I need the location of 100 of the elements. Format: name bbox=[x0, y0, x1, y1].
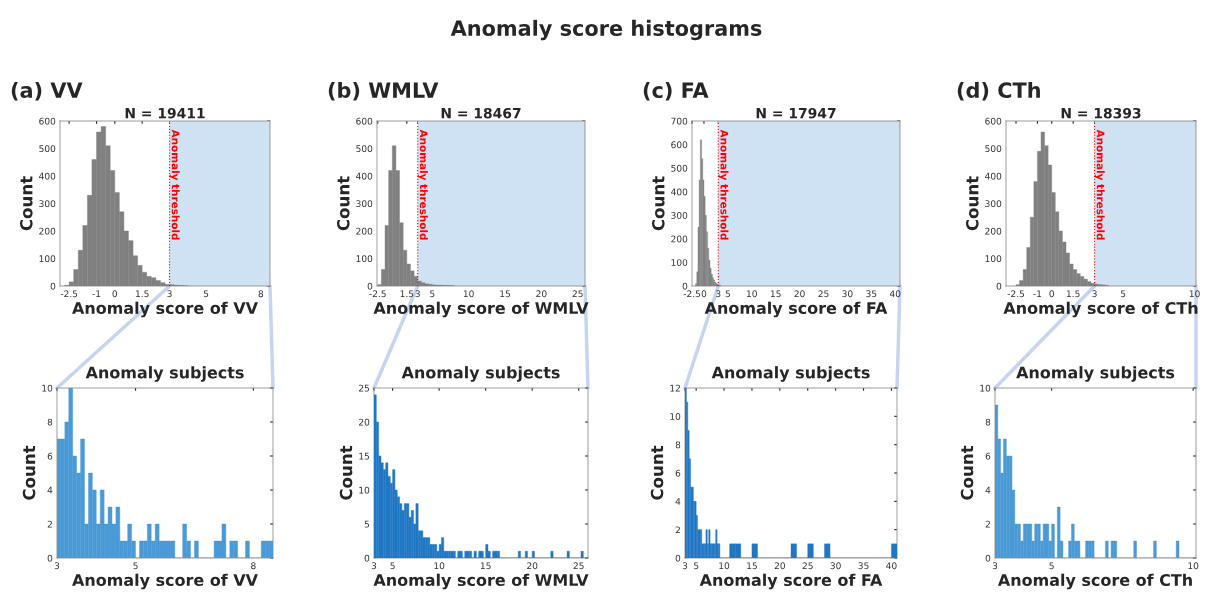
x-axis-title: Anomaly score of FA bbox=[699, 573, 883, 590]
chart-title: (d) CTh bbox=[957, 81, 1040, 101]
y-tick-label: 8 bbox=[675, 441, 681, 449]
y-tick-label: 500 bbox=[985, 145, 1002, 153]
y-tick-label: 600 bbox=[671, 141, 688, 149]
x-tick-label: 15 bbox=[770, 290, 781, 298]
y-tick-label: 700 bbox=[671, 117, 688, 125]
chart-title: Anomaly subjects bbox=[1016, 366, 1175, 382]
x-tick-label: 5 bbox=[430, 290, 435, 298]
y-tick-label: 0 bbox=[47, 554, 53, 562]
x-tick-label: 25 bbox=[572, 290, 583, 298]
y-tick-label: 6 bbox=[675, 469, 681, 477]
y-tick-label: 6 bbox=[47, 452, 53, 460]
y-tick-label: 600 bbox=[985, 117, 1002, 125]
y-tick-label: 300 bbox=[671, 212, 688, 219]
x-tick-label: 25 bbox=[802, 562, 813, 570]
y-tick-label: 2 bbox=[47, 520, 52, 528]
text: Anomaly score histograms bbox=[450, 19, 762, 41]
x-tick-label: 15 bbox=[747, 562, 757, 570]
chart-subtitle: N = 18467 bbox=[441, 107, 521, 119]
y-tick-label: 0 bbox=[682, 282, 688, 290]
x-tick-label: 10 bbox=[463, 290, 474, 298]
chart-title: Anomaly subjects bbox=[85, 366, 244, 382]
x-tick-label: 35 bbox=[858, 562, 869, 570]
chart-subtitle: N = 19411 bbox=[125, 107, 205, 119]
x-tick-label: -1 bbox=[1033, 290, 1042, 298]
y-tick-label: 0 bbox=[367, 282, 373, 290]
x-tick-label: 3 bbox=[1092, 290, 1097, 298]
x-tick-label: 20 bbox=[774, 562, 785, 570]
x-tick-label: 25 bbox=[818, 290, 829, 298]
x-axis-title: Anomaly score of FA bbox=[704, 301, 888, 318]
y-tick-label: 10 bbox=[670, 413, 681, 420]
x-tick-label: 30 bbox=[830, 562, 841, 570]
x-tick-label: -2.5 bbox=[60, 290, 78, 298]
y-tick-label: 600 bbox=[39, 117, 56, 125]
y-tick-label: 4 bbox=[675, 498, 681, 505]
x-tick-label: 0 bbox=[701, 290, 707, 298]
y-tick-label: 8 bbox=[47, 418, 53, 426]
y-axis-title: Count bbox=[19, 176, 33, 231]
y-tick-label: 100 bbox=[985, 255, 1002, 263]
x-tick-label: 3 bbox=[716, 290, 721, 298]
y-axis-title: Count bbox=[339, 445, 353, 500]
x-tick-label: 5 bbox=[693, 562, 699, 570]
y-tick-label: 200 bbox=[671, 235, 688, 243]
x-tick-label: 15 bbox=[480, 562, 491, 570]
ref-line-label: Anomaly threshold bbox=[417, 129, 428, 240]
y-tick-label: 300 bbox=[39, 200, 56, 208]
y-tick-label: 0 bbox=[675, 554, 681, 562]
y-tick-label: 10 bbox=[42, 384, 53, 392]
y-axis-title: Count bbox=[651, 176, 665, 231]
y-tick-label: 100 bbox=[39, 255, 56, 263]
y-tick-label: 8 bbox=[985, 418, 991, 426]
chart-subtitle: N = 17947 bbox=[756, 107, 836, 119]
x-axis-title: Anomaly score of CTh bbox=[997, 573, 1192, 590]
x-tick-label: 20 bbox=[527, 562, 538, 570]
ref-line-label: Anomaly threshold bbox=[169, 129, 180, 240]
ref-line-label: Anomaly threshold bbox=[1094, 129, 1105, 240]
y-tick-label: 300 bbox=[985, 200, 1002, 208]
y-tick-label: 500 bbox=[39, 145, 56, 153]
x-tick-label: -2.5 bbox=[369, 290, 386, 298]
y-axis-title: Count bbox=[336, 176, 350, 231]
y-axis-title: Count bbox=[650, 445, 664, 500]
x-tick-label: 10 bbox=[1189, 290, 1200, 298]
chart-title: (a) VV bbox=[11, 81, 83, 101]
y-tick-label: 2 bbox=[675, 526, 680, 534]
y-tick-label: 12 bbox=[670, 384, 680, 392]
x-tick-label: 0 bbox=[1049, 290, 1054, 298]
x-tick-label: 1.5 bbox=[400, 290, 414, 298]
y-axis-title: Count bbox=[22, 445, 36, 500]
x-tick-label: 10 bbox=[747, 290, 757, 298]
y-tick-label: 10 bbox=[359, 486, 370, 494]
y-tick-label: 100 bbox=[671, 259, 688, 266]
y-tick-label: 200 bbox=[985, 227, 1002, 235]
x-tick-label: -2.5 bbox=[683, 290, 701, 298]
x-tick-label: -1 bbox=[92, 290, 101, 298]
y-tick-label: 500 bbox=[671, 164, 688, 172]
x-tick-label: 8 bbox=[251, 562, 256, 570]
y-tick-label: 0 bbox=[364, 554, 370, 562]
y-tick-label: 6 bbox=[985, 452, 991, 460]
x-tick-label: 10 bbox=[434, 562, 445, 570]
y-tick-label: 400 bbox=[671, 188, 688, 196]
y-tick-label: 200 bbox=[356, 227, 373, 235]
x-tick-label: 5 bbox=[133, 562, 138, 570]
x-tick-label: 35 bbox=[866, 290, 877, 298]
x-tick-label: 1.5 bbox=[1066, 290, 1080, 298]
y-tick-label: 2 bbox=[985, 520, 990, 528]
y-axis-title: Count bbox=[960, 445, 974, 500]
y-tick-label: 400 bbox=[39, 172, 56, 180]
x-tick-label: 3 bbox=[54, 562, 60, 570]
x-tick-label: 3 bbox=[371, 562, 377, 570]
y-tick-label: 0 bbox=[50, 282, 56, 290]
x-tick-label: 10 bbox=[719, 562, 730, 570]
y-axis-title: Count bbox=[965, 176, 979, 231]
x-tick-label: 5 bbox=[1049, 562, 1054, 570]
chart-title: Anomaly subjects bbox=[401, 366, 560, 382]
x-tick-label: 1.5 bbox=[135, 290, 149, 298]
x-tick-label: 40 bbox=[889, 290, 901, 298]
x-tick-label: 0 bbox=[112, 290, 118, 298]
x-tick-label: 3 bbox=[415, 290, 420, 298]
x-tick-label: 15 bbox=[500, 290, 510, 298]
